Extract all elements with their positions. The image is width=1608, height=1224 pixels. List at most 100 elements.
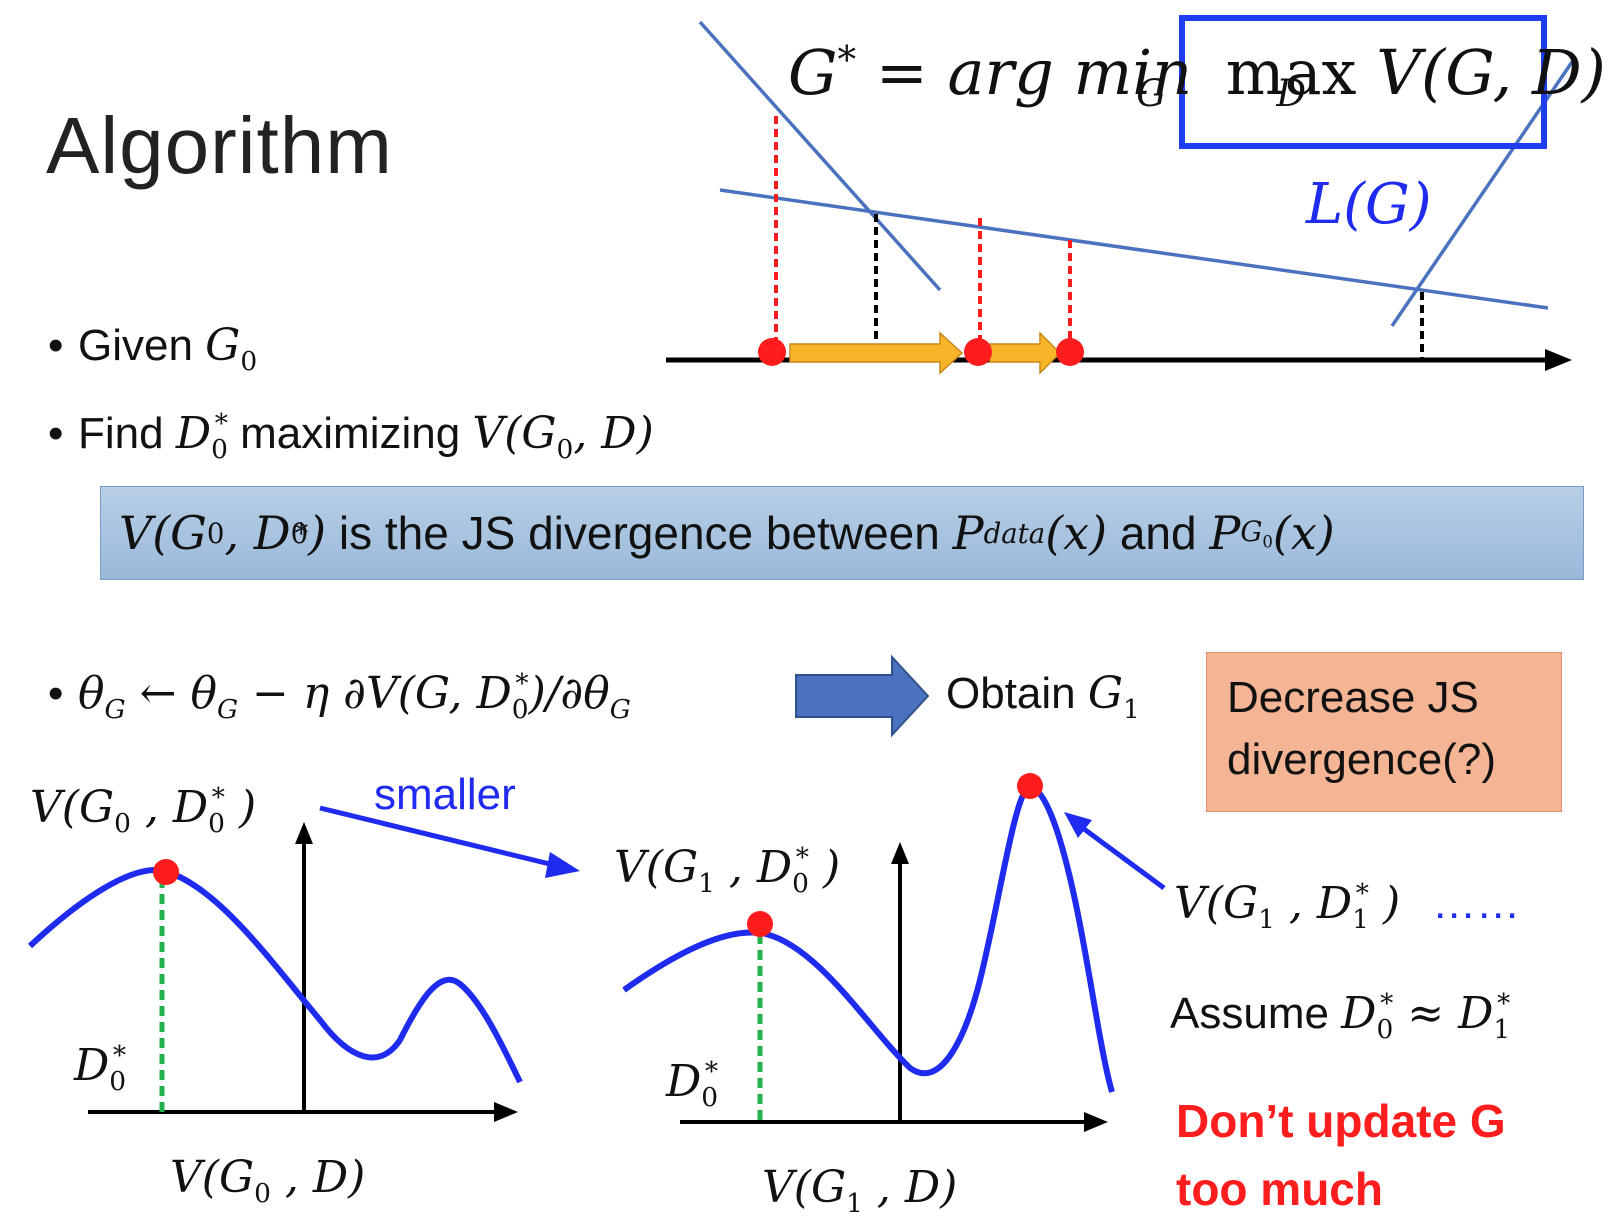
assume-d0: D — [1341, 988, 1377, 1039]
rv-dots: …… — [1432, 879, 1521, 928]
assume-d1-sup: * — [1497, 988, 1511, 1020]
left-plot-top-label: V(G0 , D0* ) — [30, 782, 256, 839]
formula-star: * — [837, 37, 857, 82]
bullet-find-v-sub: 0 — [556, 433, 574, 465]
lp-bottom-open: V(G — [170, 1152, 255, 1203]
rv-sub: 1 — [1258, 903, 1275, 935]
assume-approx: ≈ — [1393, 988, 1459, 1039]
lp-bottom-sub: 0 — [254, 1177, 271, 1209]
update-theta-2: θ — [190, 668, 217, 719]
assume-text: Assume — [1170, 989, 1342, 1038]
update-d-sub: 0 — [511, 693, 529, 725]
bullet-given-text: Given — [78, 321, 206, 370]
left-plot-d-label: D0* — [74, 1040, 126, 1097]
assume-d0-sub: 0 — [1376, 1013, 1394, 1045]
mp-sub: 1 — [698, 867, 715, 899]
mid-plot-x-arrowhead — [1084, 1112, 1108, 1132]
lp-d-sub: 0 — [109, 1065, 127, 1097]
obtain-g-sub: 1 — [1123, 693, 1140, 725]
red-dot-g2 — [1056, 338, 1084, 366]
bullet-find: • Find D0* maximizing V(G0, D) — [48, 408, 654, 465]
js-v-mid: , D — [224, 506, 291, 560]
js-divergence-box: V(G 0, D 0 *) is the JS divergence between … — [100, 486, 1584, 580]
bullet-dot: • — [48, 409, 64, 458]
assume-label: Assume D0* ≈ D1* — [1170, 988, 1510, 1045]
bullet-given-g: G — [205, 320, 241, 371]
obtain-block-arrow — [795, 654, 930, 738]
js-p1-x: (x) — [1045, 506, 1108, 560]
left-plot-y-arrowhead — [295, 822, 313, 844]
obtain-g: G — [1087, 668, 1124, 719]
mp-d: D — [666, 1056, 702, 1107]
decrease-js-line2: divergence(?) — [1227, 735, 1497, 784]
mid-plot-bottom-label: V(G1 , D) — [762, 1162, 957, 1219]
bullet-find-sup: * — [214, 408, 228, 440]
mp-close: ) — [808, 842, 841, 893]
rv-open: V(G — [1174, 878, 1259, 929]
peak-pointer-arrow — [1078, 823, 1166, 891]
js-p1: P — [952, 506, 984, 560]
formula-argmin: arg min G — [948, 36, 1193, 115]
bullet-find-rest: maximizing — [227, 409, 473, 458]
lp-open: V(G — [30, 782, 115, 833]
mp-mid: , D — [714, 842, 793, 893]
bullet-find-v: V(G — [472, 408, 557, 459]
mp-d-sup: * — [704, 1056, 719, 1088]
lp-sub: 0 — [114, 807, 131, 839]
left-plot-max-dot — [153, 859, 179, 885]
mp-sup: * — [795, 842, 809, 874]
mp-d-sub: 0 — [701, 1081, 719, 1113]
smaller-arrowhead — [545, 852, 580, 878]
mid-plot-peak-dot — [1017, 773, 1043, 799]
update-theta-sub: G — [104, 693, 126, 725]
decrease-js-line1: Decrease JS — [1227, 673, 1479, 722]
red-dot-g1 — [964, 338, 992, 366]
rv-mid: , D — [1274, 878, 1353, 929]
mp-dsub: 0 — [792, 867, 809, 899]
bullet-find-d: D — [175, 408, 212, 459]
bullet-find-sub: 0 — [211, 433, 228, 465]
js-v-sub1: 0 — [290, 516, 309, 550]
lg-line-steep-left — [698, 20, 942, 292]
js-p2-subsub: 0 — [1262, 532, 1273, 552]
js-p2-sub: G — [1240, 514, 1263, 548]
js-p2-x: (x) — [1272, 506, 1335, 560]
bullet-dot: • — [48, 669, 64, 718]
js-p1-sub: data — [983, 516, 1046, 550]
formula-eq: = — [875, 36, 928, 109]
argmin-sub: G — [1136, 71, 1167, 116]
js-v-open: V(G — [119, 506, 207, 560]
bullet-dot: • — [48, 321, 64, 370]
warning-line2: too much — [1176, 1163, 1383, 1215]
formula-v: V(G, D) — [1376, 36, 1606, 109]
js-v-close: ) — [308, 506, 327, 560]
obtain-text: Obtain — [946, 669, 1088, 718]
gold-step-arrow-1 — [789, 331, 964, 375]
smaller-arrow — [319, 805, 559, 869]
left-plot-curve — [27, 867, 523, 1084]
update-end-sub: G — [609, 693, 631, 725]
max-sub: D — [1276, 71, 1307, 116]
lp-dsub: 0 — [208, 807, 225, 839]
js-p2: P — [1209, 506, 1241, 560]
bullet-update: • θG ← θG − η ∂V(G, D0*)/∂θG — [48, 668, 631, 725]
g-axis-arrowhead — [1545, 349, 1572, 371]
rv-close: ) — [1368, 878, 1401, 929]
gold-step-arrow-2 — [989, 331, 1062, 375]
red-dot-g0 — [758, 338, 786, 366]
peak-pointer-arrowhead — [1064, 812, 1092, 838]
lg-label: L(G) — [1306, 172, 1432, 237]
update-arrow: ← — [125, 668, 191, 719]
lg-line-shallow — [719, 188, 1549, 310]
lp-close: ) — [224, 782, 257, 833]
mid-plot-top-label: V(G1 , D0* ) — [614, 842, 840, 899]
update-minus: − η ∂V(G, D — [238, 668, 512, 719]
assume-d1: D — [1458, 988, 1494, 1039]
bullet-find-text: Find — [78, 409, 176, 458]
assume-d0-sup: * — [1380, 988, 1394, 1020]
left-plot-x-arrowhead — [494, 1102, 518, 1122]
bullet-find-v-end: , D) — [573, 408, 654, 459]
rv-dsub: 1 — [1352, 903, 1369, 935]
max-text: max — [1225, 36, 1357, 109]
